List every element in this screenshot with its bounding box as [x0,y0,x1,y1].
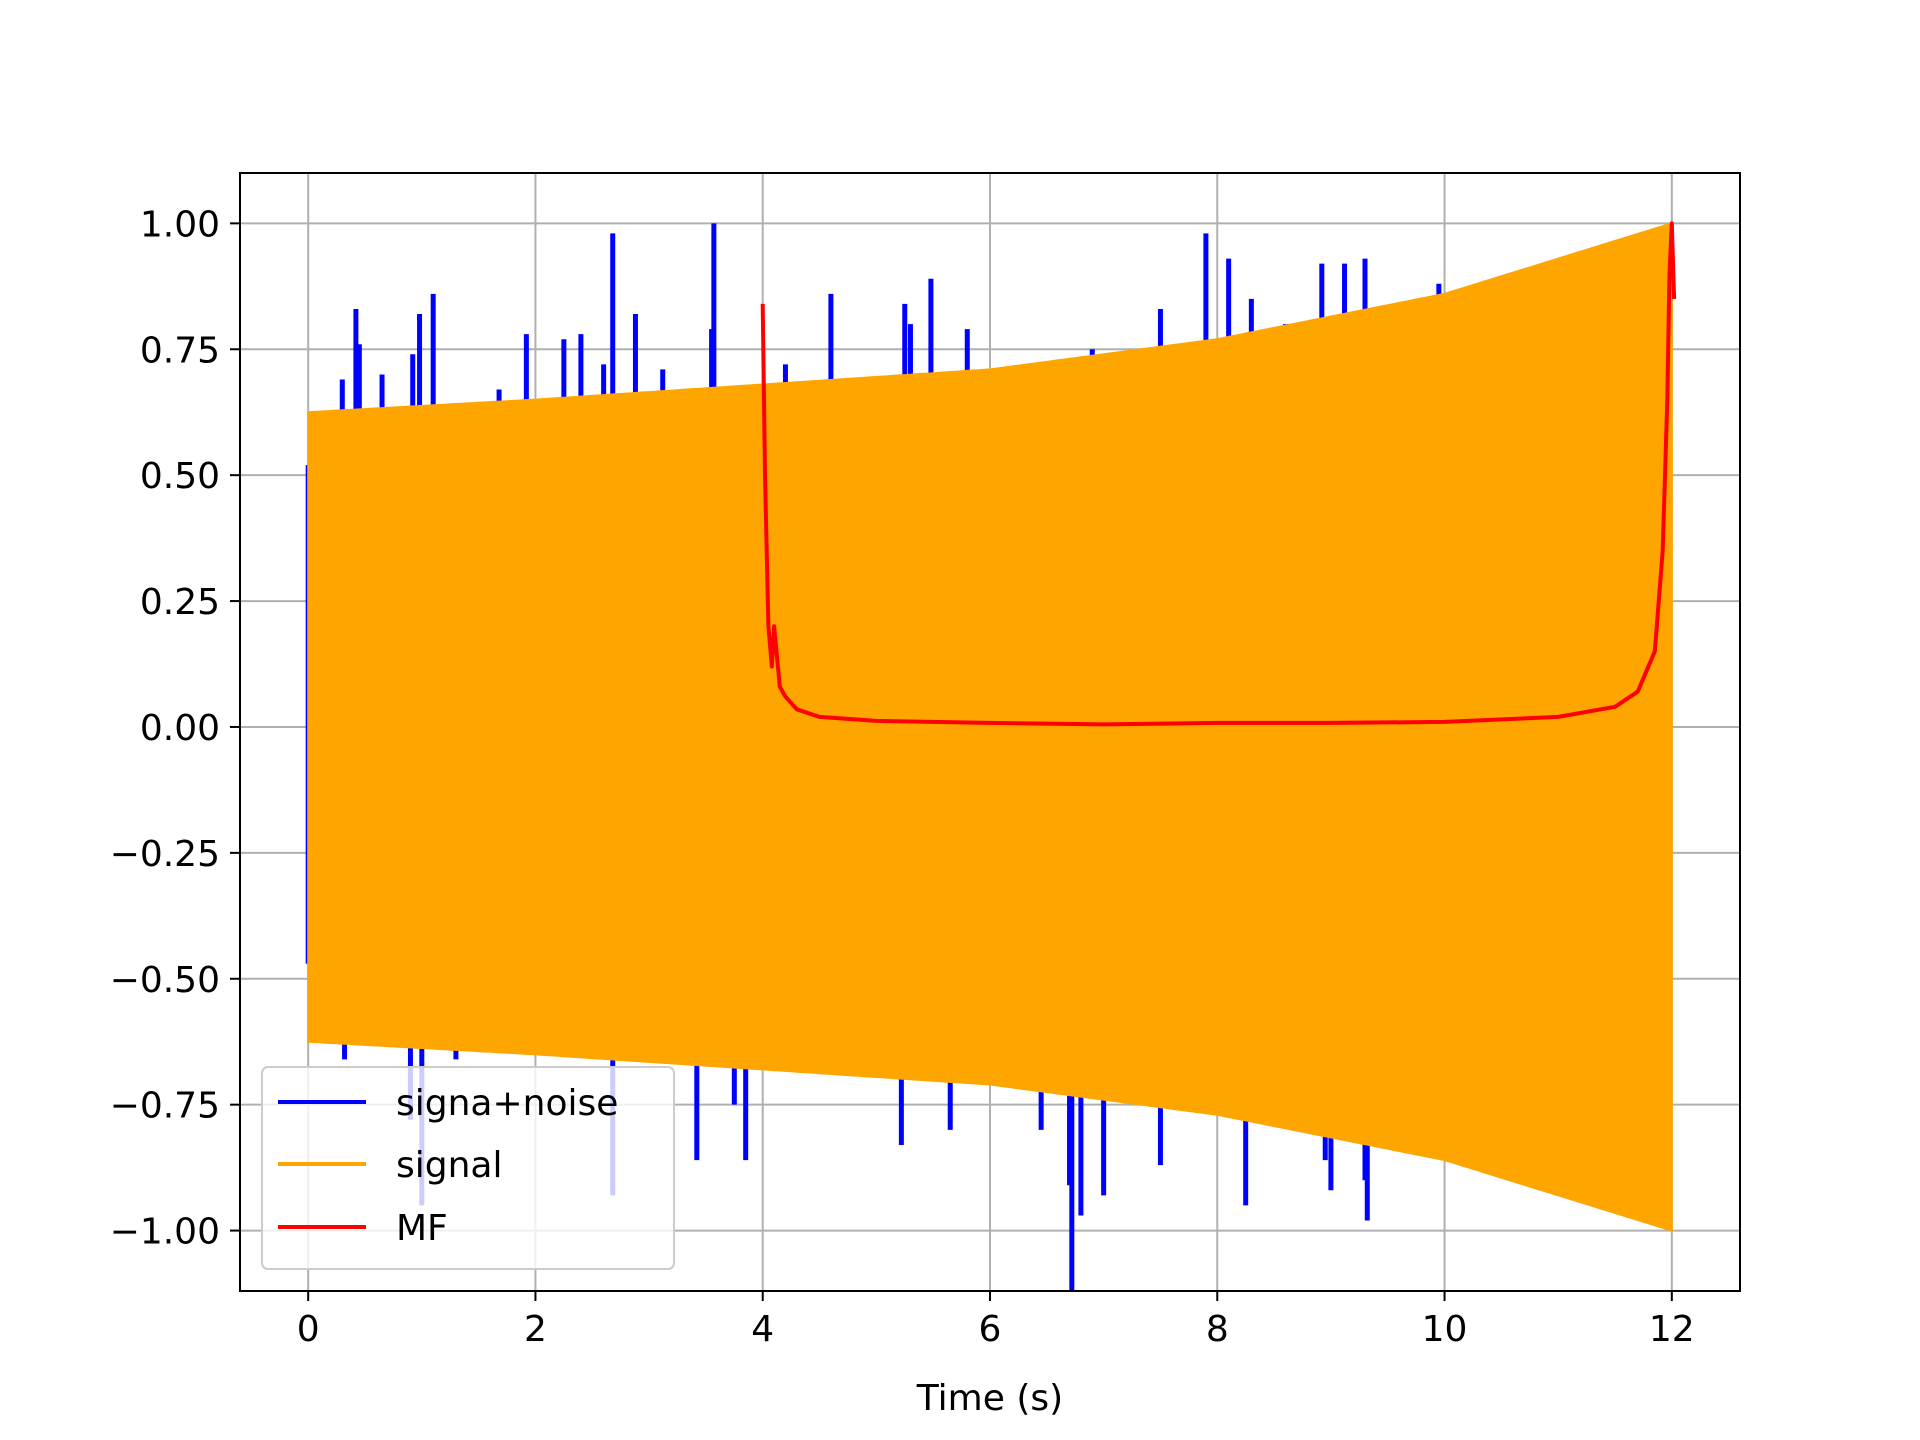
legend-label-signal-noise: signa+noise [396,1083,618,1124]
y-tick-label: 0.50 [140,456,220,497]
y-tick-label: −0.25 [110,834,220,875]
x-tick-label: 10 [1422,1309,1468,1350]
y-axis: 1.00 0.75 0.50 0.25 0.00 −0.25 −0.50 −0.75 −1.00 [110,204,240,1253]
x-tick-label: 4 [751,1309,774,1350]
x-axis-title: Time (s) [916,1378,1063,1419]
x-tick-label: 8 [1206,1309,1229,1350]
y-tick-label: 0.25 [140,582,220,623]
x-tick-label: 12 [1649,1309,1695,1350]
y-tick-label: 1.00 [140,204,220,245]
legend-box [261,1066,675,1270]
legend: signa+noise signal MF [261,1066,675,1270]
y-tick-label: 0.75 [140,330,220,371]
y-tick-label: −0.75 [110,1086,220,1127]
x-axis: 0 2 4 6 8 10 12 [297,1291,1695,1350]
y-tick-label: −1.00 [110,1212,220,1253]
x-tick-label: 2 [524,1309,547,1350]
legend-label-mf: MF [396,1208,448,1249]
mf-line [760,221,1677,727]
y-tick-label: −0.50 [110,960,220,1001]
series-mf [760,221,1677,727]
y-tick-label: 0.00 [140,708,220,749]
legend-label-signal: signal [396,1145,503,1186]
x-tick-label: 0 [297,1309,320,1350]
x-tick-label: 6 [979,1309,1002,1350]
